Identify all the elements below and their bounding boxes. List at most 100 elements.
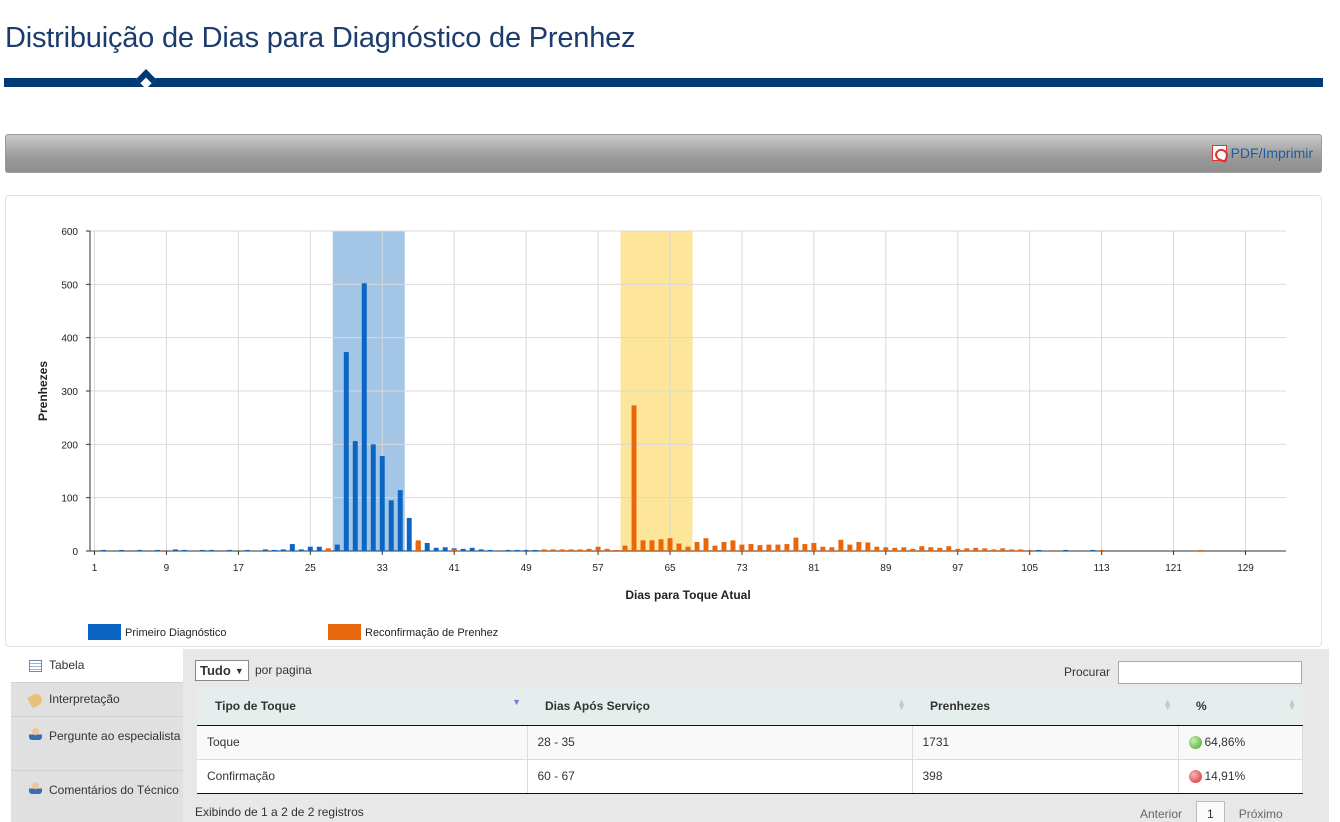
results-table: Tipo de Toque ▼ Dias Após Serviço ▲ ▼ Pre… xyxy=(197,687,1303,794)
bar xyxy=(928,547,934,551)
bar xyxy=(640,540,646,551)
pdf-print-button[interactable]: PDF/Imprimir xyxy=(1211,145,1313,161)
column-header-label: Tipo de Toque xyxy=(215,698,296,713)
bar xyxy=(460,548,466,551)
legend-label: Reconfirmação de Prenhez xyxy=(365,627,498,639)
bar xyxy=(379,456,385,551)
bar xyxy=(793,537,799,551)
y-tick-label: 500 xyxy=(61,280,78,291)
bar xyxy=(208,549,214,551)
previous-page-button[interactable]: Anterior xyxy=(1140,807,1183,821)
cell-prenhezes: 398 xyxy=(912,759,1179,794)
bar xyxy=(820,546,826,551)
bar xyxy=(1000,548,1006,551)
pct-value: 64,86% xyxy=(1204,735,1246,749)
tab-pergunte-especialista[interactable]: Pergunte ao especialista xyxy=(11,717,183,771)
bar xyxy=(748,544,754,551)
bar xyxy=(649,540,655,551)
x-tick-label: 73 xyxy=(736,563,748,574)
cell-tipo: Confirmação xyxy=(197,759,528,794)
bar xyxy=(469,547,475,551)
bar xyxy=(532,549,538,551)
x-tick-label: 121 xyxy=(1165,563,1182,574)
page-length-value: Tudo xyxy=(200,663,231,678)
bar xyxy=(901,547,907,551)
bar xyxy=(775,544,781,551)
column-header-pct[interactable]: % ▲ ▼ xyxy=(1178,687,1303,726)
bar xyxy=(892,547,898,551)
x-tick-label: 49 xyxy=(521,563,533,574)
bar xyxy=(604,548,610,551)
legend-swatch xyxy=(328,624,361,640)
bar xyxy=(244,549,250,551)
x-tick-label: 1 xyxy=(92,563,98,574)
page-length-select[interactable]: Tudo ▼ xyxy=(195,660,249,681)
bar xyxy=(919,546,925,551)
tab-interpretacao[interactable]: Interpretação xyxy=(11,683,183,717)
bar xyxy=(406,517,412,551)
bar xyxy=(766,544,772,551)
chart-panel: 0 100 200 300 400 500 600 1 9 17 25 33 41 49 57 65 73 81 8… xyxy=(5,195,1322,647)
bar xyxy=(334,544,340,551)
bar xyxy=(712,545,718,551)
bar xyxy=(487,549,493,551)
bar xyxy=(586,548,592,551)
table-area: Tudo ▼ por pagina Procurar Tipo de Toque… xyxy=(183,649,1329,822)
bar xyxy=(955,548,961,551)
column-header-prenhezes[interactable]: Prenhezes ▲ ▼ xyxy=(912,687,1178,726)
bar xyxy=(289,544,295,551)
x-tick-label: 33 xyxy=(377,563,389,574)
bar xyxy=(442,547,448,551)
bar xyxy=(1063,549,1069,551)
page-title: Distribuição de Dias para Diagnóstico de… xyxy=(5,22,636,54)
bar xyxy=(847,544,853,551)
bar xyxy=(136,549,142,551)
y-tick-label: 100 xyxy=(61,494,78,505)
bar xyxy=(550,549,556,551)
bar xyxy=(343,352,349,551)
bar xyxy=(1018,549,1024,551)
bar xyxy=(172,549,178,551)
bar xyxy=(613,549,619,551)
x-tick-label: 81 xyxy=(808,563,820,574)
bar xyxy=(433,547,439,551)
technician-icon xyxy=(29,782,42,794)
bar xyxy=(415,540,421,551)
y-axis-label: Prenhezes xyxy=(36,361,50,421)
column-header-tipo[interactable]: Tipo de Toque ▼ xyxy=(197,687,527,726)
bar xyxy=(622,545,628,551)
bar xyxy=(298,549,304,551)
search-input[interactable] xyxy=(1118,661,1302,684)
bar xyxy=(676,543,682,551)
y-tick-label: 400 xyxy=(61,334,78,345)
tab-comentarios-tecnico[interactable]: Comentários do Técnico xyxy=(11,771,183,822)
next-page-button[interactable]: Próximo xyxy=(1238,807,1283,821)
column-header-dias[interactable]: Dias Após Serviço ▲ ▼ xyxy=(527,687,912,726)
bar xyxy=(937,547,943,551)
bar xyxy=(838,539,844,551)
bar xyxy=(973,547,979,551)
tab-label: Comentários do Técnico xyxy=(49,783,179,797)
cell-pct: 64,86% xyxy=(1178,725,1303,760)
legend-label: Primeiro Diagnóstico xyxy=(125,627,226,639)
x-tick-label: 129 xyxy=(1237,563,1254,574)
bar xyxy=(883,547,889,551)
bar xyxy=(1009,549,1015,551)
bar xyxy=(262,549,268,551)
specialist-icon xyxy=(29,728,42,740)
tab-tabela[interactable]: Tabela xyxy=(11,649,183,683)
y-tick-label: 0 xyxy=(72,547,78,558)
legend-swatch xyxy=(88,624,121,640)
x-tick-label: 9 xyxy=(164,563,170,574)
bar xyxy=(667,538,673,551)
bar xyxy=(964,548,970,551)
bar xyxy=(1090,549,1096,551)
bar xyxy=(721,541,727,551)
bar xyxy=(703,538,709,551)
tab-label: Tabela xyxy=(49,658,85,672)
title-rule xyxy=(4,78,1323,87)
tab-label: Interpretação xyxy=(49,692,120,706)
bar xyxy=(101,549,106,551)
x-tick-label: 57 xyxy=(593,563,605,574)
page-1-button[interactable]: 1 xyxy=(1196,801,1225,822)
